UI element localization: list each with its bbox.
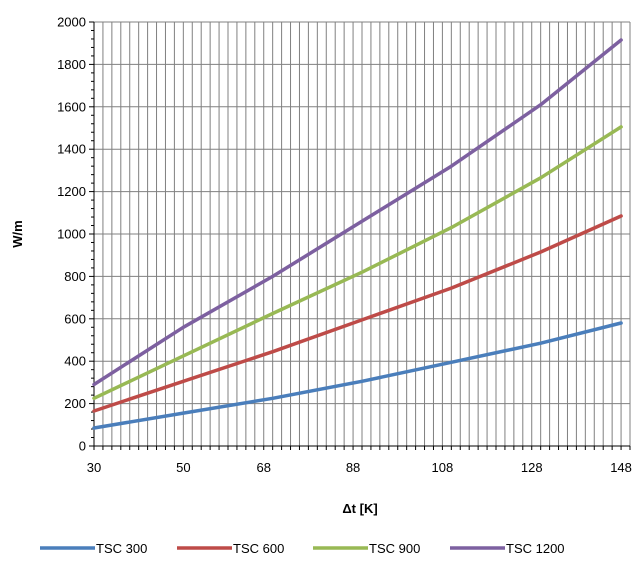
legend-item: TSC 300	[40, 541, 147, 556]
legend-label: TSC 900	[369, 541, 420, 556]
x-axis-ticks	[93, 446, 631, 450]
y-tick-label: 400	[64, 354, 86, 369]
legend-item: TSC 900	[313, 541, 420, 556]
y-tick-label: 1400	[57, 142, 86, 157]
y-tick-label: 200	[64, 396, 86, 411]
y-tick-label: 0	[79, 439, 86, 454]
y-tick-label: 600	[64, 311, 86, 326]
y-tick-label: 1000	[57, 227, 86, 242]
series-line-3	[92, 125, 623, 401]
series-line-2	[92, 214, 623, 413]
x-tick-label: 30	[87, 460, 101, 475]
y-axis-tick-labels: 0 200 400 600 800 1000 1200 1400 1600 1800 2000	[57, 15, 86, 454]
y-tick-label: 2000	[57, 15, 86, 30]
series-line-1	[92, 321, 623, 430]
legend-label: TSC 1200	[506, 541, 565, 556]
y-axis-title: W/m	[10, 220, 25, 247]
x-axis-tick-labels: 30 50 68 88 108 128 148	[87, 460, 632, 475]
legend-item: TSC 1200	[450, 541, 565, 556]
x-axis-title: Δt [K]	[342, 501, 377, 516]
x-tick-label: 88	[346, 460, 360, 475]
legend-label: TSC 300	[96, 541, 147, 556]
y-tick-label: 1600	[57, 99, 86, 114]
x-tick-label: 108	[432, 460, 454, 475]
x-tick-label: 128	[521, 460, 543, 475]
chart-gridlines	[94, 21, 631, 446]
y-tick-label: 800	[64, 269, 86, 284]
series-line-4	[92, 38, 623, 387]
y-tick-label: 1800	[57, 57, 86, 72]
chart-legend: TSC 300 TSC 600 TSC 900 TSC 1200	[40, 541, 565, 556]
chart-series	[92, 38, 623, 430]
x-tick-label: 148	[610, 460, 632, 475]
legend-item: TSC 600	[177, 541, 284, 556]
y-axis-ticks	[89, 21, 94, 447]
x-tick-label: 50	[176, 460, 190, 475]
legend-label: TSC 600	[233, 541, 284, 556]
y-tick-label: 1200	[57, 184, 86, 199]
x-tick-label: 68	[256, 460, 270, 475]
